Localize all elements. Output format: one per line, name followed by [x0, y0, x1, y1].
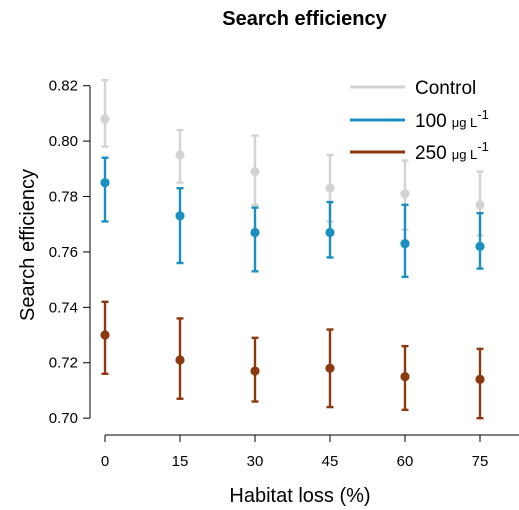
- data-point: [325, 227, 335, 238]
- y-axis-title: Search efficiency: [17, 169, 39, 321]
- data-point: [175, 211, 185, 221]
- data-point: [400, 239, 410, 249]
- data-point: [475, 374, 485, 384]
- data-point: [175, 150, 185, 160]
- y-tick-label: 0.70: [49, 410, 78, 427]
- data-point: [475, 241, 485, 251]
- data-point: [250, 366, 260, 376]
- y-tick-label: 0.76: [49, 244, 78, 261]
- legend-label-main: 250: [415, 143, 447, 164]
- x-tick-label: 15: [172, 453, 189, 470]
- axes: 0 15 30 45 60 75 0.70 0.72 0.74 0.76 0.78 0.80 0.82 H…: [17, 78, 519, 507]
- y-tick-label: 0.82: [49, 78, 78, 95]
- legend-label-exponent: -1: [477, 107, 489, 122]
- legend-label-exponent: -1: [477, 139, 489, 154]
- data-point: [100, 330, 110, 340]
- data-point: [325, 183, 335, 193]
- data-point: [250, 227, 260, 238]
- data-point: [325, 363, 335, 373]
- chart-title: Search efficiency: [222, 8, 387, 30]
- y-tick-label: 0.80: [49, 133, 78, 150]
- legend-label: 100 μg L-1: [415, 107, 489, 132]
- x-tick-label: 60: [397, 453, 414, 470]
- x-tick-label: 30: [247, 453, 264, 470]
- data-point: [475, 200, 485, 210]
- x-tick-label: 0: [101, 453, 109, 470]
- legend-label: Control: [415, 78, 476, 99]
- y-tick-label: 0.72: [49, 355, 78, 372]
- legend-label-main: 100: [415, 111, 447, 132]
- data-marks: [100, 78, 485, 420]
- data-point: [100, 114, 110, 124]
- data-point: [100, 178, 110, 188]
- data-point: [400, 189, 410, 199]
- x-tick-label: 75: [472, 453, 489, 470]
- data-point: [250, 166, 260, 177]
- legend-label-unit: μg L: [452, 147, 478, 162]
- x-axis-title: Habitat loss (%): [229, 485, 370, 507]
- y-tick-label: 0.74: [49, 299, 78, 316]
- data-point: [400, 371, 410, 382]
- y-tick-label: 0.78: [49, 189, 78, 206]
- x-tick-label: 45: [322, 453, 339, 470]
- legend-label: 250 μg L-1: [415, 139, 489, 164]
- legend-label-unit: μg L: [452, 115, 478, 130]
- data-point: [175, 355, 185, 365]
- legend-label-main: Control: [415, 78, 476, 99]
